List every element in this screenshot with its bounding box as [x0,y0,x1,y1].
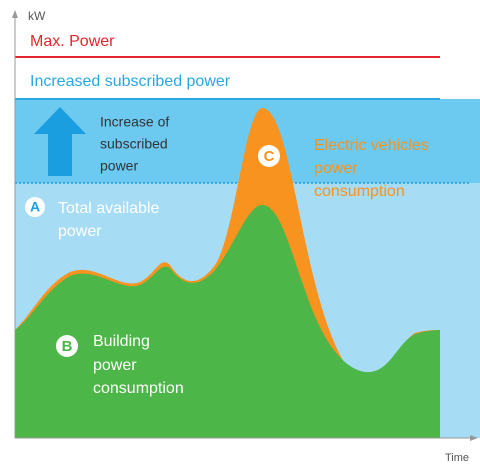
total-line: power [58,223,102,240]
x-axis-label: Time [445,452,469,464]
building-line: power [93,357,137,374]
max-power-label: Max. Power [30,33,115,50]
marker: C [264,148,275,165]
ev-line: Electric vehicles [314,137,429,154]
marker-circle [25,197,45,217]
x-arrow [470,435,478,441]
increase-note: Increase of subscribed power [100,114,169,174]
ev-line: consumption [314,183,405,200]
increase-arrow [34,107,86,176]
ev-line: power [314,160,358,177]
building-area [15,205,440,438]
total-line: Total available [58,200,160,217]
increased-power-label: Increased subscribed power [30,73,231,90]
note-line: power [100,158,138,174]
note-line: subscribed [100,136,168,152]
y-axis-label: kW [28,9,46,23]
marker: A [30,199,40,215]
marker-circle [56,335,78,357]
y-arrow [12,10,18,18]
marker: B [62,338,73,355]
building-line: Building [93,333,150,350]
note-line: Increase of [100,114,169,130]
building-line: consumption [93,380,184,397]
marker-circle [258,145,280,167]
